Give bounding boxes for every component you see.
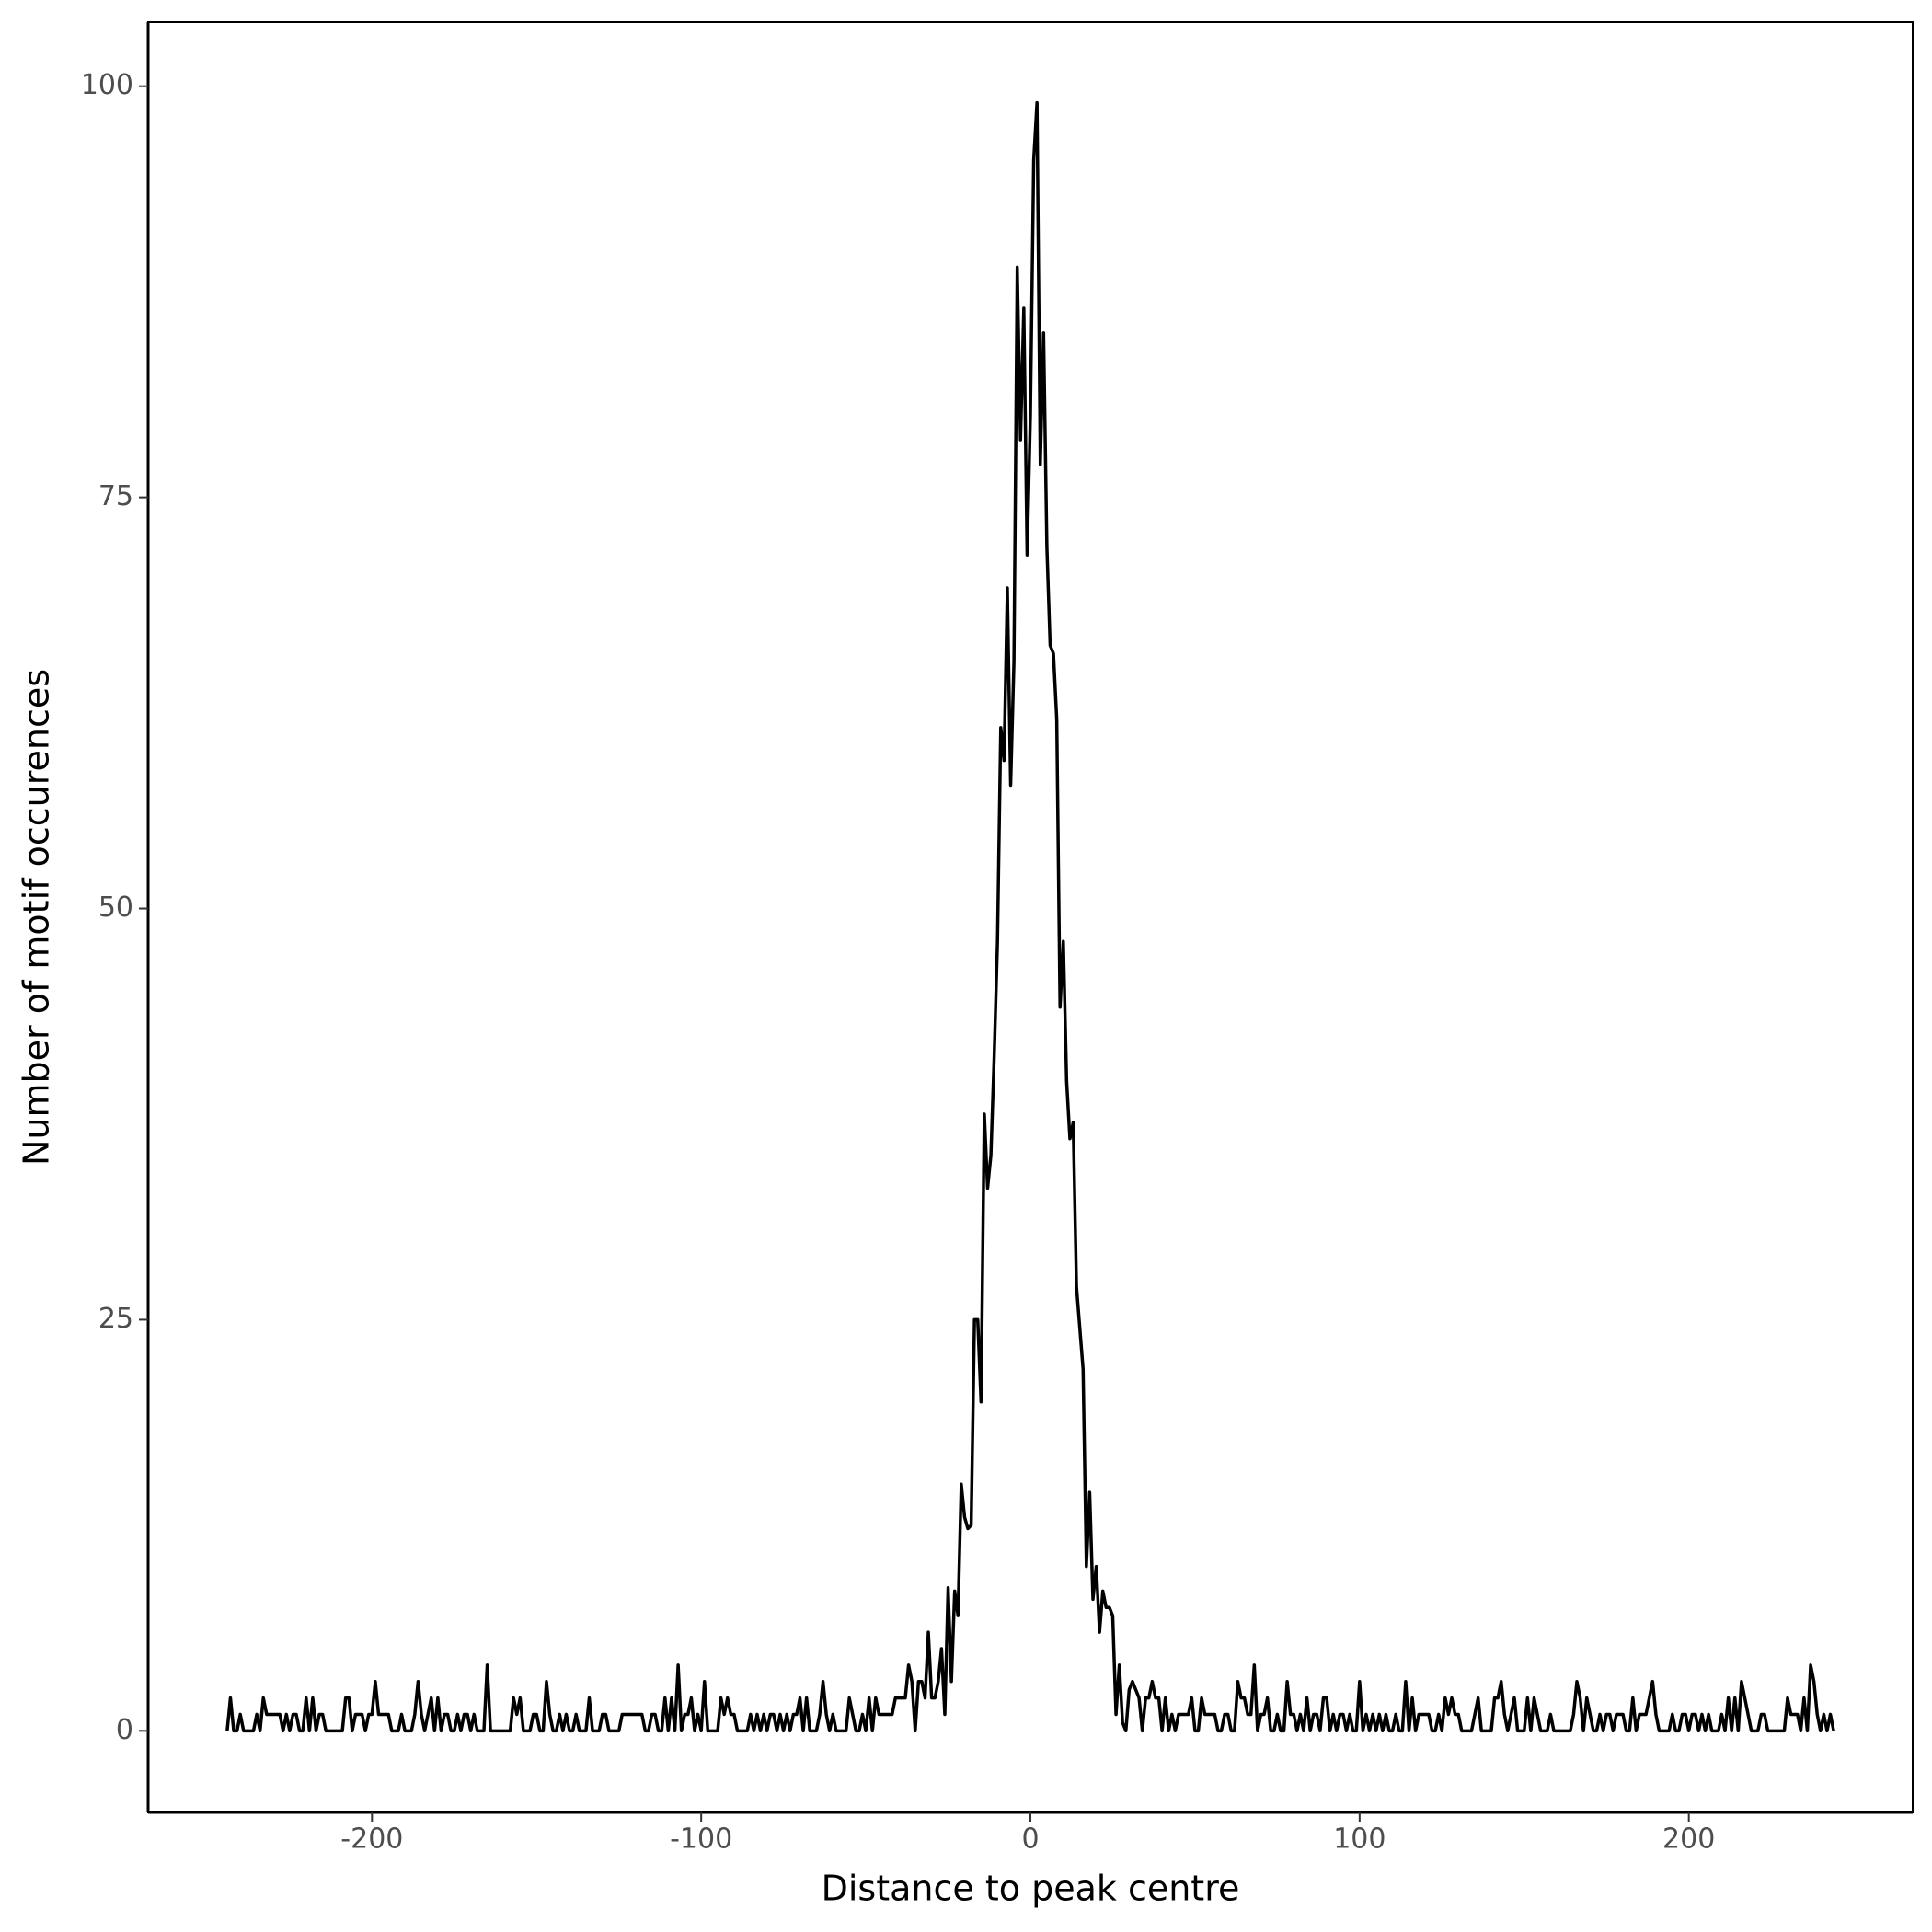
y-tick-label: 50 [98, 891, 133, 924]
x-tick-label: 100 [1333, 1823, 1386, 1856]
data-line [225, 100, 1835, 1733]
y-tick-label: 75 [98, 480, 133, 512]
x-tick-label: 200 [1662, 1823, 1715, 1856]
x-axis-title: Distance to peak centre [822, 1869, 1240, 1909]
x-tick-label: 0 [1021, 1823, 1039, 1856]
x-tick-label: -200 [340, 1823, 403, 1856]
y-tick-label: 0 [116, 1714, 133, 1746]
y-tick-label: 100 [81, 69, 133, 101]
y-axis-title: Number of motif occurences [17, 669, 57, 1166]
x-tick-label: -100 [670, 1823, 732, 1856]
y-tick-label: 25 [98, 1303, 133, 1335]
